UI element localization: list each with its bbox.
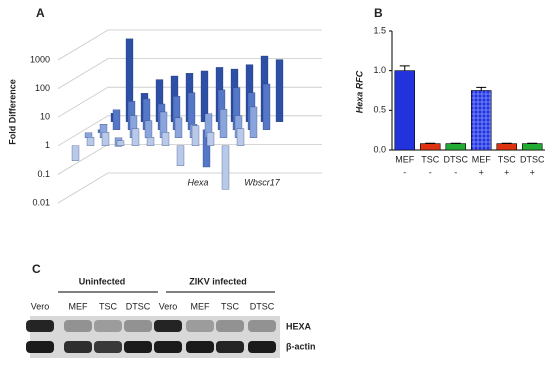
x-tick-label: - — [403, 167, 406, 177]
band — [248, 341, 276, 353]
grid-line — [57, 29, 322, 61]
bar — [176, 145, 185, 166]
band — [26, 341, 54, 353]
y-tick-label: 100 — [35, 83, 50, 93]
group-label: Uninfected — [79, 276, 126, 286]
bar — [161, 132, 170, 146]
lane-label: MEF — [191, 301, 211, 311]
bar — [131, 128, 140, 146]
band — [248, 320, 276, 332]
band — [94, 320, 122, 332]
bar — [420, 143, 441, 151]
band — [154, 320, 182, 332]
lane-label: Vero — [31, 301, 50, 311]
grid-line — [57, 144, 322, 175]
band — [26, 320, 54, 332]
y-tick-label: 1.5 — [373, 25, 386, 35]
band — [216, 341, 244, 353]
bar — [112, 109, 121, 130]
annotation: Hexa — [187, 177, 208, 187]
row-label: β-actin — [286, 341, 316, 351]
band — [186, 341, 214, 353]
x-tick-label: - — [454, 167, 457, 177]
lane-label: DTSC — [250, 301, 275, 311]
bar — [219, 109, 228, 138]
band — [64, 320, 92, 332]
lane-label: TSC — [221, 301, 240, 311]
x-tick-label: DTSC — [444, 154, 469, 164]
y-tick-label: 0.01 — [32, 197, 50, 207]
bar — [445, 143, 466, 151]
x-tick-label: MEF — [395, 154, 415, 164]
x-tick-label: + — [530, 167, 535, 177]
y-tick-label: 0.1 — [37, 169, 50, 179]
bar — [275, 59, 284, 122]
x-tick-label: - — [429, 167, 432, 177]
bar — [86, 137, 95, 146]
bar — [394, 70, 415, 151]
bar — [206, 132, 215, 146]
bar — [101, 132, 110, 146]
bar — [522, 143, 543, 151]
grid-line — [57, 172, 322, 204]
bar — [144, 120, 153, 138]
y-tick-label: 1.0 — [373, 65, 386, 75]
band — [94, 341, 122, 353]
bar — [496, 143, 517, 151]
lane-label: TSC — [99, 301, 118, 311]
panel-label: C — [32, 262, 41, 276]
bar — [236, 128, 245, 146]
row-label: HEXA — [286, 321, 312, 331]
y-tick-label: 10 — [40, 112, 50, 122]
lane-label: MEF — [69, 301, 89, 311]
group-label: ZIKV infected — [189, 276, 247, 286]
bar — [200, 70, 209, 122]
band — [124, 341, 152, 353]
annotation: Wbscr17 — [244, 177, 281, 187]
bar — [471, 90, 492, 151]
bar — [221, 145, 230, 190]
x-tick-label: MEF — [472, 154, 492, 164]
y-tick-label: 1 — [45, 140, 50, 150]
grid-line — [57, 58, 322, 89]
lane-label: Vero — [159, 301, 178, 311]
band — [186, 320, 214, 332]
x-tick-label: TSC — [498, 154, 517, 164]
bar — [116, 140, 125, 146]
y-axis-label: Hexa RFC — [354, 70, 364, 113]
error-bar — [399, 65, 410, 71]
y-tick-label: 0.0 — [373, 144, 386, 154]
bar — [249, 106, 258, 138]
y-tick-label: 0.5 — [373, 105, 386, 115]
panel-label: A — [36, 6, 45, 20]
x-tick-label: DTSC — [520, 154, 545, 164]
bar — [174, 117, 183, 138]
lane-label: DTSC — [126, 301, 151, 311]
bar — [71, 145, 80, 161]
x-tick-label: TSC — [421, 154, 440, 164]
y-tick-label: 1000 — [30, 54, 50, 64]
bar — [146, 137, 155, 146]
band — [154, 341, 182, 353]
band — [216, 320, 244, 332]
band — [124, 320, 152, 332]
x-tick-label: + — [504, 167, 509, 177]
panel-label: B — [374, 6, 383, 20]
band — [64, 341, 92, 353]
error-bar — [476, 86, 487, 91]
bar — [191, 125, 200, 146]
y-axis-label: Fold Difference — [7, 79, 17, 145]
x-tick-label: + — [479, 167, 484, 177]
bar — [262, 83, 271, 130]
